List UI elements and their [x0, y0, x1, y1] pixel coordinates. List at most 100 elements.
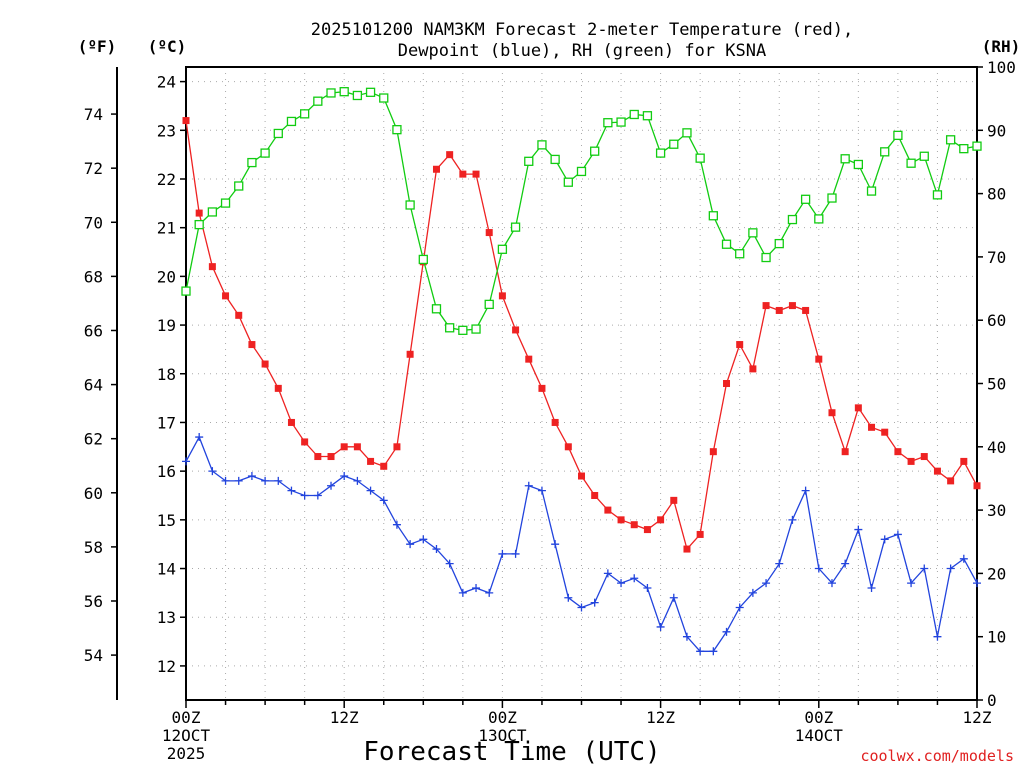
data-point — [326, 88, 336, 98]
data-point — [551, 418, 559, 426]
data-point — [616, 117, 626, 127]
data-point — [248, 341, 256, 349]
data-point — [446, 151, 454, 159]
data-point — [261, 476, 270, 485]
x-axis-title: Forecast Time (UTC) — [363, 737, 660, 767]
data-point — [735, 249, 745, 259]
x-tick-label: 00Z — [172, 708, 201, 727]
fahrenheit-tick-label: 56 — [84, 592, 103, 611]
fahrenheit-tick-label: 74 — [84, 105, 103, 124]
rh-tick-label: 0 — [987, 691, 997, 710]
data-point — [788, 302, 796, 310]
data-point — [682, 128, 692, 138]
chart-title-line-1: 2025101200 NAM3KM Forecast 2-meter Tempe… — [311, 20, 853, 40]
data-point — [366, 486, 375, 495]
data-point — [432, 165, 440, 173]
data-point — [959, 144, 969, 154]
data-point — [512, 326, 520, 334]
rh-tick-label: 60 — [987, 311, 1006, 330]
data-point — [459, 170, 467, 178]
data-point — [880, 147, 890, 157]
data-point — [841, 448, 849, 456]
data-point — [947, 477, 955, 485]
data-point — [590, 146, 600, 156]
x-tick-label: 12Z — [646, 708, 675, 727]
data-point — [235, 311, 243, 319]
rh-tick-label: 20 — [987, 564, 1006, 583]
celsius-tick-label: 17 — [157, 413, 176, 432]
data-point — [207, 207, 218, 217]
fahrenheit-tick-label: 68 — [84, 267, 103, 286]
data-point — [802, 306, 810, 314]
data-point — [550, 154, 560, 165]
data-point — [182, 117, 190, 125]
data-point — [761, 252, 771, 263]
data-point — [406, 540, 415, 549]
data-point — [973, 579, 981, 588]
data-point — [893, 530, 902, 539]
data-point — [194, 219, 204, 230]
series-2-meter-temperature — [182, 117, 981, 553]
celsius-tick-label: 15 — [157, 511, 176, 530]
data-point — [696, 647, 705, 656]
celsius-tick-label: 14 — [157, 560, 176, 579]
data-point — [367, 457, 375, 465]
data-point — [405, 200, 415, 210]
data-point — [973, 482, 981, 490]
data-point — [195, 209, 203, 217]
rh-unit-label: (RH) — [982, 37, 1021, 56]
fahrenheit-tick-label: 64 — [84, 376, 103, 395]
series-line — [185, 120, 978, 551]
data-point — [313, 96, 323, 106]
data-point — [537, 140, 547, 150]
rh-tick-label: 100 — [987, 58, 1016, 77]
data-point — [591, 491, 599, 499]
data-point — [524, 481, 533, 490]
data-point — [208, 263, 216, 271]
data-point — [708, 211, 718, 221]
data-point — [643, 584, 652, 593]
data-point — [840, 154, 850, 164]
data-point — [472, 170, 480, 178]
data-point — [893, 130, 903, 141]
x-tick-label: 00Z — [804, 708, 833, 727]
data-point — [406, 350, 414, 358]
data-point — [814, 564, 823, 573]
axes — [111, 66, 983, 708]
data-point — [867, 584, 876, 593]
data-point — [775, 559, 784, 568]
fahrenheit-unit-label: (ºF) — [78, 37, 117, 56]
data-point — [234, 476, 243, 485]
data-point — [695, 153, 705, 163]
celsius-tick-label: 13 — [157, 608, 176, 627]
data-point — [353, 476, 362, 485]
data-point — [800, 194, 811, 204]
x-tick-label: 00Z — [488, 708, 517, 727]
data-point — [510, 222, 521, 232]
data-point — [854, 404, 862, 412]
data-point — [630, 574, 639, 583]
celsius-tick-label: 16 — [157, 462, 176, 481]
data-point — [419, 535, 428, 544]
data-point — [669, 593, 678, 602]
x-tick-label: 13OCT — [478, 726, 527, 745]
data-point — [933, 467, 941, 475]
data-point — [801, 486, 810, 495]
data-point — [339, 87, 349, 97]
data-point — [696, 530, 704, 538]
data-point — [578, 472, 585, 480]
data-point — [946, 564, 955, 573]
data-series — [181, 87, 982, 656]
data-point — [590, 598, 599, 607]
data-point — [577, 603, 586, 612]
data-point — [353, 443, 361, 451]
data-point — [603, 118, 613, 128]
data-point — [880, 535, 889, 544]
data-point — [498, 549, 507, 558]
data-point — [709, 448, 717, 456]
data-point — [933, 632, 942, 641]
data-point — [959, 554, 968, 563]
data-point — [498, 292, 506, 300]
data-point — [195, 433, 204, 442]
data-point — [841, 559, 850, 568]
